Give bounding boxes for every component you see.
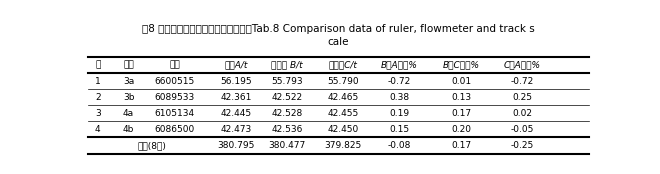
Text: 42.455: 42.455 (328, 109, 359, 118)
Text: 0.01: 0.01 (451, 77, 471, 86)
Text: 0.17: 0.17 (451, 141, 471, 150)
Text: B比A差率%: B比A差率% (381, 61, 418, 70)
Text: 42.536: 42.536 (271, 125, 303, 134)
Text: -0.08: -0.08 (388, 141, 411, 150)
Text: 2: 2 (95, 93, 101, 102)
Text: 0.13: 0.13 (451, 93, 471, 102)
Text: 6089533: 6089533 (154, 93, 195, 102)
Text: 0.38: 0.38 (389, 93, 410, 102)
Text: C比A差率%: C比A差率% (504, 61, 541, 70)
Text: -0.05: -0.05 (511, 125, 534, 134)
Text: 车号: 车号 (169, 61, 180, 70)
Text: 3: 3 (95, 109, 101, 118)
Text: 序: 序 (95, 61, 100, 70)
Text: 42.528: 42.528 (271, 109, 303, 118)
Text: 检尺A/t: 检尺A/t (224, 61, 248, 70)
Text: 4b: 4b (123, 125, 134, 134)
Text: 42.522: 42.522 (271, 93, 303, 102)
Text: -0.25: -0.25 (511, 141, 534, 150)
Text: 56.195: 56.195 (220, 77, 251, 86)
Text: 0.20: 0.20 (451, 125, 471, 134)
Text: 42.465: 42.465 (328, 93, 359, 102)
Text: 379.825: 379.825 (325, 141, 362, 150)
Text: 测位: 测位 (123, 61, 134, 70)
Text: 380.477: 380.477 (269, 141, 306, 150)
Text: cale: cale (327, 37, 349, 47)
Text: 轨道衡C/t: 轨道衡C/t (329, 61, 358, 70)
Text: 0.19: 0.19 (389, 109, 410, 118)
Text: 0.17: 0.17 (451, 109, 471, 118)
Text: 55.793: 55.793 (271, 77, 303, 86)
Text: 380.795: 380.795 (217, 141, 255, 150)
Text: 42.450: 42.450 (328, 125, 359, 134)
Text: -0.72: -0.72 (511, 77, 534, 86)
Text: 表8 检尺、流量计、轨道衡的比对数据Tab.8 Comparison data of ruler, flowmeter and track s: 表8 检尺、流量计、轨道衡的比对数据Tab.8 Comparison data … (142, 23, 535, 34)
Text: 6105134: 6105134 (154, 109, 195, 118)
Text: 4a: 4a (123, 109, 134, 118)
Text: 42.445: 42.445 (220, 109, 251, 118)
Text: 合计(8车): 合计(8车) (137, 141, 166, 150)
Text: 42.473: 42.473 (220, 125, 251, 134)
Text: 42.361: 42.361 (220, 93, 251, 102)
Text: 3a: 3a (123, 77, 134, 86)
Text: B比C差率%: B比C差率% (442, 61, 480, 70)
Text: 55.790: 55.790 (327, 77, 359, 86)
Text: -0.72: -0.72 (388, 77, 411, 86)
Text: 1: 1 (95, 77, 101, 86)
Text: 0.15: 0.15 (389, 125, 410, 134)
Text: 0.02: 0.02 (512, 109, 533, 118)
Text: 流量计 B/t: 流量计 B/t (271, 61, 303, 70)
Text: 3b: 3b (123, 93, 134, 102)
Text: 4: 4 (95, 125, 101, 134)
Text: 6086500: 6086500 (154, 125, 195, 134)
Text: 6600515: 6600515 (154, 77, 195, 86)
Text: 0.25: 0.25 (512, 93, 533, 102)
